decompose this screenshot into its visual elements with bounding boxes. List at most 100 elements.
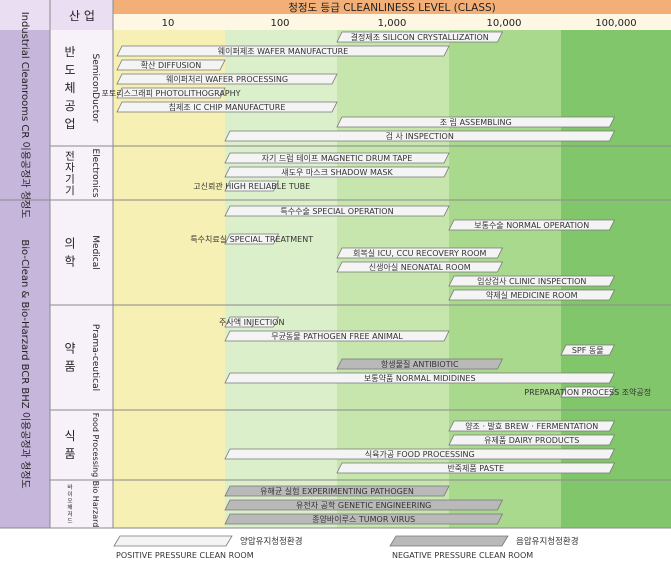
range-bar-label: 칩제조 IC CHIP MANUFACTURE <box>169 103 286 112</box>
range-bar <box>336 261 504 273</box>
range-bar <box>224 372 616 384</box>
range-bar-label: 조 립 ASSEMBLING <box>440 118 512 127</box>
range-bar-label: 종양바이루스 TUMOR VIRUS <box>312 514 415 524</box>
range-bar-label: 유해균 실험 EXPERIMENTING PATHOGEN <box>260 486 414 496</box>
range-bar <box>224 499 504 511</box>
group-label-ko-char: 바 <box>67 483 73 491</box>
group-label-ko-char: 업 <box>64 117 75 131</box>
header-industry-cell <box>0 0 113 30</box>
range-bar <box>336 462 616 474</box>
group-label-ko-char: 오 <box>67 498 72 505</box>
group-label-en: Medical <box>90 235 100 269</box>
group-label-ko-char: 반 <box>64 45 75 59</box>
range-bar <box>448 434 616 446</box>
range-bar-label: 자기 드럼 테이프 MAGNETIC DRUM TAPE <box>262 153 413 163</box>
header-industry-label: 산 업 <box>69 9 95 23</box>
range-bar-label: 유제품 DAIRY PRODUCTS <box>484 436 579 445</box>
header-title: 청정도 등급 CLEANLINESS LEVEL (CLASS) <box>288 2 496 14</box>
range-bar <box>224 316 280 328</box>
range-bar-label: PREPARATION PROCESS 조약공정 <box>524 387 651 397</box>
group-label-ko-char: 의 <box>64 237 75 251</box>
range-bar <box>448 289 616 301</box>
group-label-ko-char: 도 <box>64 63 75 77</box>
legend-positive-en: POSITIVE PRESSURE CLEAN ROOM <box>116 551 254 560</box>
range-bar-label: 양조 · 발효 BREW · FERMENTATION <box>465 421 598 431</box>
range-bar <box>224 485 450 497</box>
side-panel-industrial <box>0 30 50 200</box>
band-class-100 <box>225 14 337 528</box>
range-bar <box>224 330 450 342</box>
range-bar <box>116 87 226 99</box>
range-bar <box>116 45 450 57</box>
range-bar <box>560 386 616 398</box>
range-bar-label: SPF 동물 <box>572 346 604 355</box>
range-bar <box>224 152 450 164</box>
group-label-en: Bio Harzard <box>91 481 100 528</box>
scale-label: 1,000 <box>378 18 407 29</box>
range-bar <box>560 344 616 356</box>
range-bar-label: 웨이퍼제조 WAFER MANUFACTURE <box>218 46 348 56</box>
legend-negative-en: NEGATIVE PRESSURE CLEAN ROOM <box>392 551 533 560</box>
range-bar-label: 포토리스그래피 PHOTOLITHOGRAPHY <box>101 89 240 98</box>
range-bar <box>448 420 616 432</box>
range-bar-label: 결정제조 SILICON CRYSTALLIZATION <box>351 32 489 42</box>
range-bar-label: 검 사 INSPECTION <box>386 131 454 141</box>
range-bar <box>116 73 338 85</box>
range-bar <box>116 59 226 71</box>
range-bar-label: 신생아실 NEONATAL ROOM <box>369 262 471 272</box>
range-bar-label: 무균동물 PATHOGEN FREE ANIMAL <box>271 332 403 341</box>
range-bar <box>336 247 504 259</box>
range-bar <box>224 130 616 142</box>
range-bar-label: 주사액 INJECTION <box>219 317 285 327</box>
group-label-ko-char: 전 <box>65 150 75 162</box>
range-bar <box>336 31 504 43</box>
range-bar-label: 고신뢰관 HIGH RELIABLE TUBE <box>193 181 310 191</box>
range-bar-label: 웨이퍼처리 WAFER PROCESSING <box>166 74 288 84</box>
scale-labels: 10 100 1,000 10,000 100,000 <box>162 18 637 29</box>
group-label-ko-char: 체 <box>64 81 75 95</box>
range-bar-label: 섀도우 마스크 SHADOW MASK <box>281 167 393 177</box>
range-bar <box>224 166 450 178</box>
range-bar <box>336 116 616 128</box>
group-label-ko-char: 학 <box>64 255 75 269</box>
legend-positive-ko: 양압유지청정환경 <box>240 536 303 547</box>
group-label-ko-char: 품 <box>64 447 75 461</box>
range-bar <box>448 219 616 231</box>
group-label-en: SemiconDuctor <box>90 54 100 123</box>
group-label-ko-char: 이 <box>67 490 72 498</box>
header-title-bar <box>113 0 671 14</box>
side-panel-bio <box>0 200 50 528</box>
range-bar <box>224 205 450 217</box>
range-bar-label: 확산 DIFFUSION <box>141 60 202 70</box>
range-bar-label: 항생물질 ANTIBIOTIC <box>381 359 459 369</box>
range-bar-label: 보통수술 NORMAL OPERATION <box>474 220 589 230</box>
group-label-ko-char: 공 <box>64 99 75 113</box>
range-bar <box>448 275 616 287</box>
group-label-ko-char: 해 <box>67 503 72 511</box>
group-label-en: Prama-ceutical <box>90 324 100 391</box>
group-label-ko-char: 식 <box>64 429 75 443</box>
range-bar-label: 식육가공 FOOD PROCESSING <box>365 450 475 459</box>
range-bar-label: 보통약품 NORMAL MIDIDINES <box>364 373 476 383</box>
range-bar-label: 임상검사 CLINIC INSPECTION <box>477 276 586 286</box>
group-label-ko-char: 기 <box>65 173 75 185</box>
range-bar <box>116 101 338 113</box>
range-bar-label: 유전자 공학 GENETIC ENGINEERING <box>296 500 431 510</box>
range-bar-label: 회복실 ICU, CCU RECOVERY ROOM <box>353 248 487 258</box>
side-label-industrial: Industrial Cleanrooms CR 이용공정과 청정도 <box>19 12 31 219</box>
range-bar-label: 반죽제품 PASTE <box>447 464 504 473</box>
scale-label: 100,000 <box>595 18 636 29</box>
scale-label: 100 <box>270 18 289 29</box>
range-bar <box>336 358 504 370</box>
legend-negative-swatch <box>389 535 509 547</box>
band-class-10 <box>113 14 225 528</box>
legend: 양압유지청정환경 POSITIVE PRESSURE CLEAN ROOM 음압… <box>113 535 579 560</box>
range-bar-label: 특수치료실 SPECIAL TREATMENT <box>190 234 313 244</box>
group-label-ko-char: 자 <box>65 162 75 174</box>
legend-positive-swatch <box>113 535 233 547</box>
side-label-bio: Bio-Clean & Bio-Harzard BCR BHZ 이용공정과 청정… <box>19 239 31 488</box>
group-label-ko-char: 저 <box>67 510 72 518</box>
range-bar <box>224 513 504 525</box>
